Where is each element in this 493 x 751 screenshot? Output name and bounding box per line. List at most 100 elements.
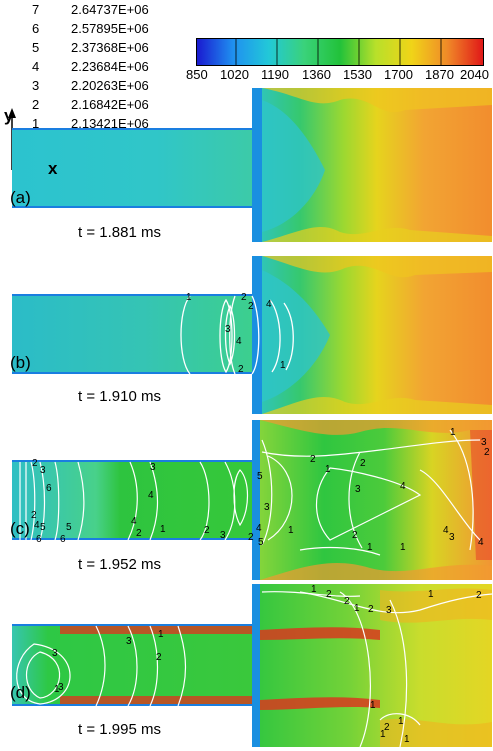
svg-text:2: 2 [360,458,366,469]
panel-a [12,88,492,242]
svg-text:2: 2 [368,604,374,615]
legend-level: 4 [32,59,40,74]
legend-value: 2.16842E+06 [71,97,149,112]
svg-text:4: 4 [443,525,449,536]
svg-text:2: 2 [484,447,490,458]
svg-text:2: 2 [476,590,482,601]
svg-text:1: 1 [380,729,386,740]
legend-level: 3 [32,78,40,93]
legend-value: 2.13421E+06 [71,116,149,131]
x-axis-label: x [48,159,58,178]
svg-text:2: 2 [352,530,358,541]
svg-text:1: 1 [288,525,294,536]
svg-text:3: 3 [481,437,487,448]
svg-text:3: 3 [40,465,46,476]
colorbar-tick: 1020 [220,67,249,82]
legend-level: 1 [32,116,40,131]
colorbar-tick: 1190 [261,67,289,82]
svg-text:2: 2 [238,364,244,375]
legend-value: 2.57895E+06 [71,21,149,36]
colorbar-tick: 1360 [302,67,331,82]
svg-text:2: 2 [32,458,38,469]
time-label: t = 1.952 ms [78,556,161,573]
svg-text:1: 1 [398,716,404,727]
svg-text:4: 4 [400,481,406,492]
panel-label: (b) [10,353,31,372]
legend-level: 7 [32,2,40,17]
svg-text:5: 5 [40,522,46,533]
colorbar-tick: 2040 [460,67,489,82]
time-label: t = 1.910 ms [78,388,161,405]
svg-text:4: 4 [478,537,484,548]
legend-value: 2.20263E+06 [71,78,149,93]
svg-text:2: 2 [344,596,350,607]
svg-text:3: 3 [449,532,455,543]
colorbar-tick: 1870 [425,67,454,82]
svg-text:4: 4 [266,299,272,310]
svg-text:3: 3 [58,682,64,693]
svg-text:1: 1 [367,542,373,553]
legend-level: 5 [32,40,40,55]
svg-text:3: 3 [264,502,270,513]
svg-text:2: 2 [31,510,37,521]
svg-text:2: 2 [156,652,162,663]
svg-text:1: 1 [186,292,192,303]
svg-text:4: 4 [256,523,262,534]
colorbar-tick: 1700 [384,67,413,82]
svg-text:4: 4 [131,516,137,527]
svg-text:1: 1 [158,629,164,640]
svg-text:1: 1 [428,589,434,600]
legend-level: 6 [32,21,40,36]
svg-text:1: 1 [400,542,406,553]
svg-text:1: 1 [311,584,317,595]
svg-text:2: 2 [241,292,247,303]
svg-text:6: 6 [36,534,42,545]
legend-value: 2.23684E+06 [71,59,149,74]
svg-text:6: 6 [60,534,66,545]
time-label: t = 1.995 ms [78,721,161,738]
legend-value: 2.37368E+06 [71,40,149,55]
svg-text:1: 1 [160,524,166,535]
svg-text:3: 3 [386,605,392,616]
panel-label: (d) [10,683,31,702]
colorbar-tick: 850 [186,67,208,82]
svg-text:2: 2 [136,528,142,539]
svg-text:2: 2 [384,722,390,733]
svg-text:5: 5 [257,471,263,482]
svg-text:2: 2 [204,525,210,536]
svg-text:3: 3 [355,484,361,495]
colorbar-gradient [196,38,484,66]
svg-text:2: 2 [310,454,316,465]
svg-text:5: 5 [258,537,264,548]
y-axis-label: y [4,106,14,125]
svg-text:4: 4 [148,490,154,501]
svg-text:2: 2 [248,301,254,312]
panel-label: (c) [10,519,30,538]
svg-text:1: 1 [325,464,331,475]
svg-text:1: 1 [404,734,410,745]
legend-value: 2.64737E+06 [71,2,149,17]
svg-text:1: 1 [280,360,286,371]
panel-label: (a) [10,188,31,207]
svg-text:2: 2 [248,532,254,543]
svg-text:3: 3 [52,648,58,659]
svg-text:3: 3 [225,324,231,335]
legend-level: 2 [32,97,40,112]
svg-text:1: 1 [54,684,60,695]
svg-text:4: 4 [34,520,40,531]
svg-text:4: 4 [236,336,242,347]
svg-text:6: 6 [46,483,52,494]
time-label: t = 1.881 ms [78,224,161,241]
svg-text:1: 1 [370,700,376,711]
svg-text:1: 1 [354,603,360,614]
svg-text:3: 3 [220,530,226,541]
colorbar-tick: 1530 [343,67,372,82]
svg-text:1: 1 [450,427,456,438]
svg-text:5: 5 [66,522,72,533]
svg-text:3: 3 [126,636,132,647]
svg-text:2: 2 [326,589,332,600]
